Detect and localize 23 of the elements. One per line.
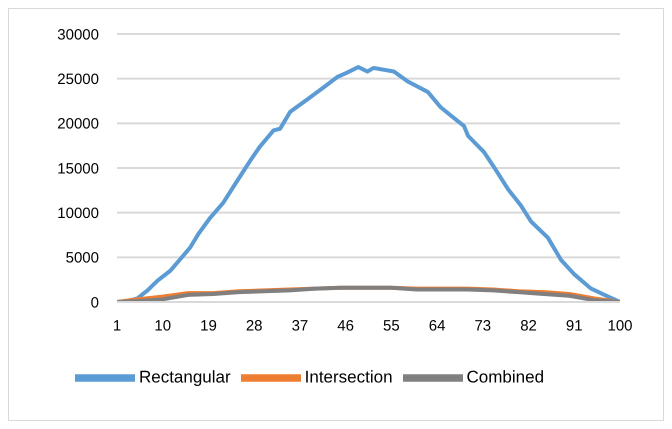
- y-tick-label: 5000: [66, 250, 99, 267]
- legend-label: Rectangular: [138, 367, 231, 386]
- x-tick-label: 19: [200, 318, 217, 335]
- x-tick-label: 64: [428, 318, 446, 335]
- y-tick-label: 20000: [57, 116, 99, 133]
- x-tick-label: 73: [474, 318, 492, 335]
- y-tick-label: 25000: [57, 70, 99, 88]
- line-series: [117, 286, 620, 302]
- y-tick-label: 30000: [57, 26, 99, 44]
- x-tick-label: 100: [607, 318, 633, 335]
- y-tick-label: 10000: [57, 204, 99, 222]
- x-tick-label: 91: [566, 318, 583, 335]
- legend-label: Combined: [466, 367, 544, 386]
- x-tick-label: 1: [112, 318, 122, 335]
- x-tick-label: 82: [520, 318, 537, 335]
- x-tick-label: 10: [154, 318, 172, 335]
- y-tick-label: 15000: [57, 160, 99, 178]
- x-tick-label: 28: [246, 318, 263, 335]
- x-tick-label: 37: [292, 318, 308, 335]
- y-tick-label: 0: [90, 294, 99, 312]
- x-tick-label: 46: [337, 318, 354, 335]
- legend-label: Intersection: [304, 367, 393, 386]
- x-tick-label: 55: [383, 318, 400, 335]
